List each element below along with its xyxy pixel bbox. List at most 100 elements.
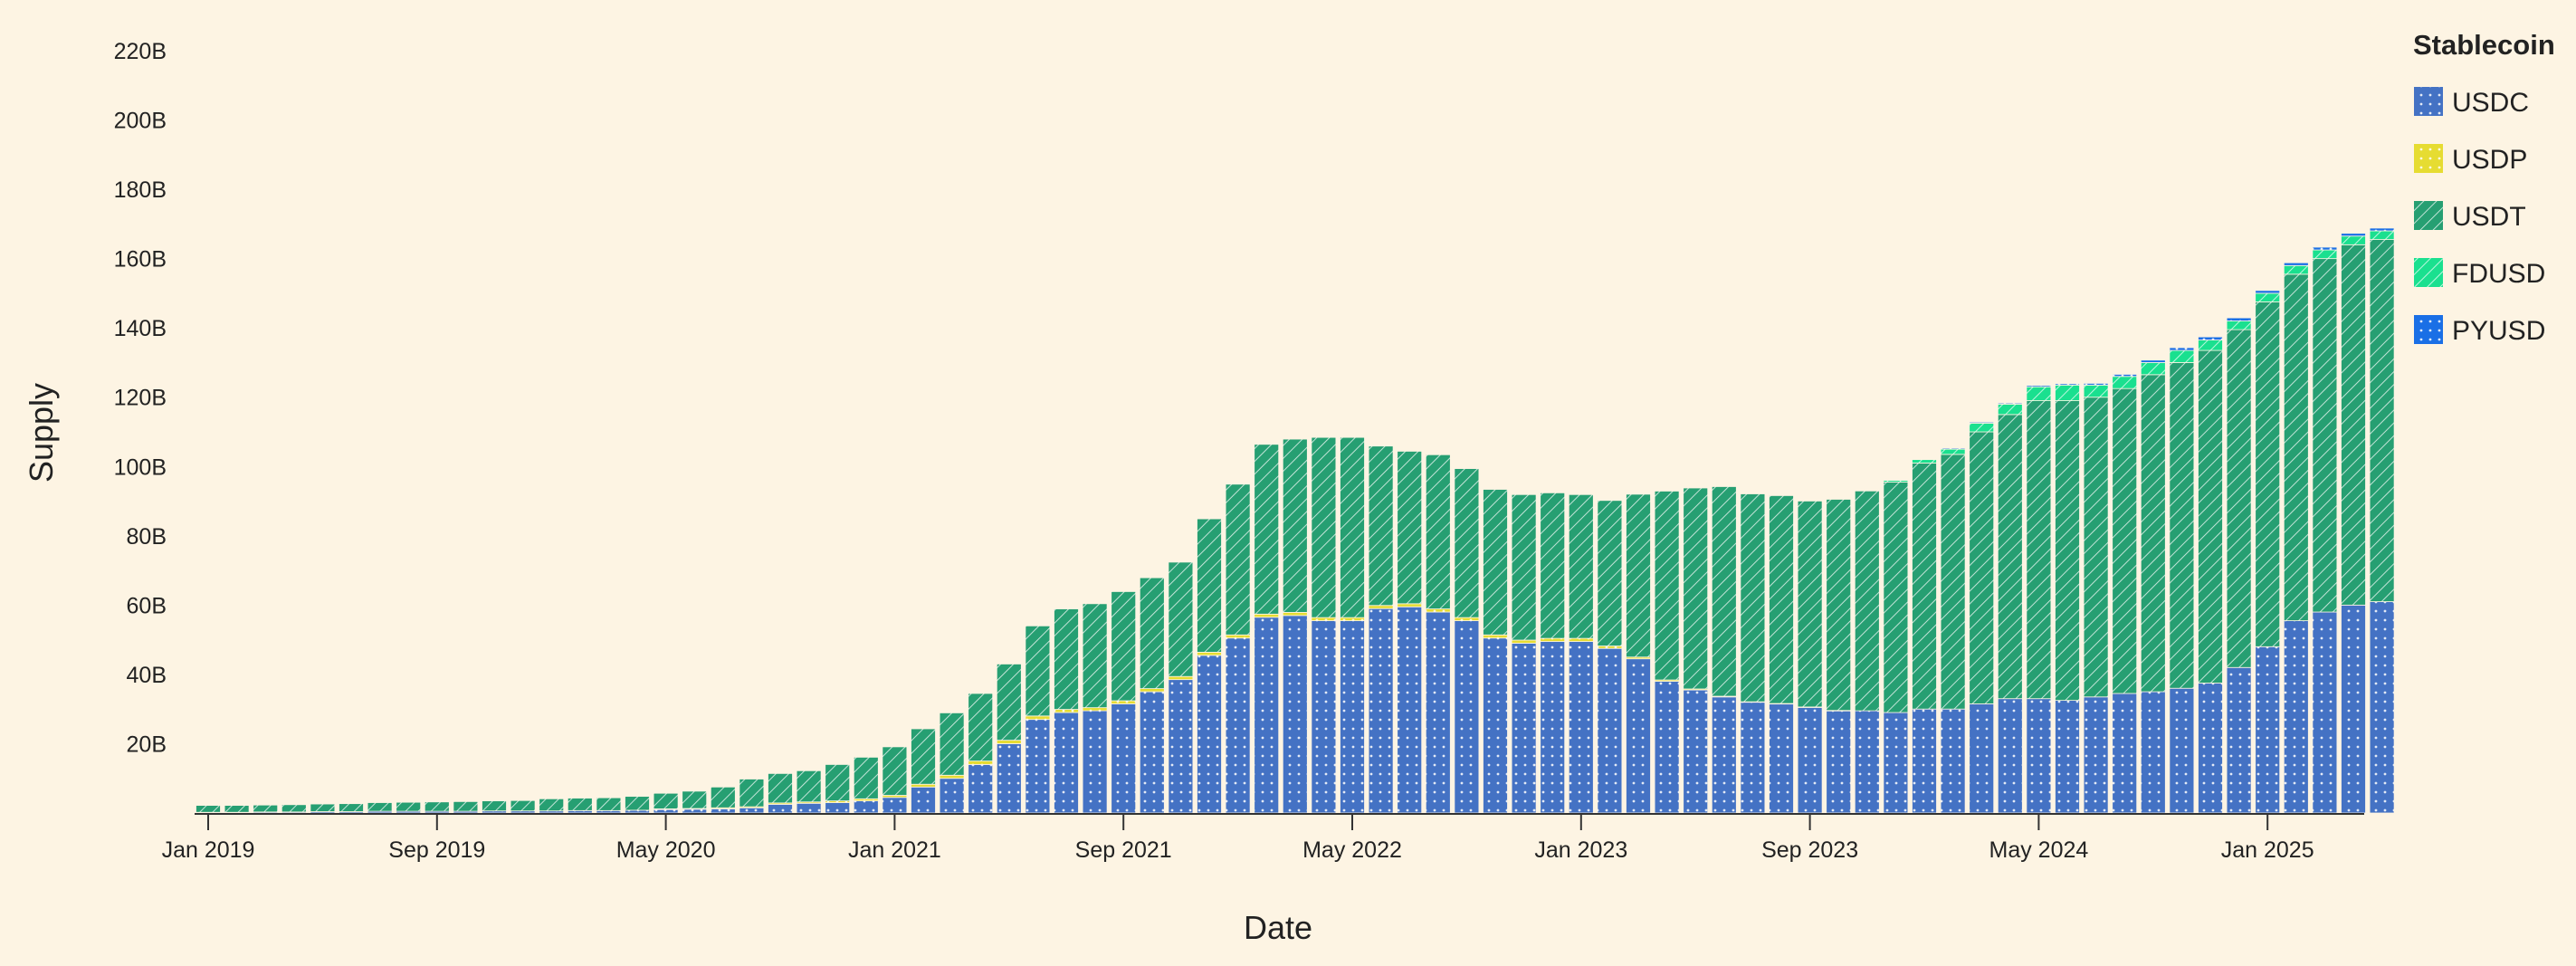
bar-segment-usdc bbox=[625, 809, 650, 814]
bar-stack bbox=[2283, 262, 2309, 814]
bar-segment-usdt bbox=[2055, 400, 2080, 702]
bar-segment-usdc bbox=[1511, 643, 1537, 814]
bar-stack bbox=[453, 800, 479, 814]
bar-segment-fdusd bbox=[2312, 249, 2338, 260]
bar-segment-usdc bbox=[1997, 698, 2023, 814]
bar-segment-usdp bbox=[968, 760, 994, 765]
bar-stack bbox=[2369, 227, 2395, 814]
bar-stack bbox=[1111, 591, 1137, 814]
legend-swatch bbox=[2414, 87, 2443, 116]
bar-segment-usdc bbox=[2198, 683, 2223, 814]
bar-segment-usdc bbox=[1168, 679, 1194, 814]
bar-segment-usdc bbox=[1454, 620, 1480, 814]
bar-segment-usdp bbox=[1082, 707, 1108, 712]
bar-segment-usdp bbox=[1540, 637, 1566, 642]
bar-segment-usdt bbox=[1826, 498, 1852, 712]
bar-segment-usdt bbox=[1254, 444, 1280, 615]
bar-segment-usdp bbox=[1197, 652, 1222, 656]
bar-stack bbox=[1197, 518, 1222, 814]
bar-segment-usdt bbox=[1597, 500, 1623, 646]
legend-label: FDUSD bbox=[2452, 259, 2545, 289]
x-axis-title: Date bbox=[1244, 909, 1312, 946]
bar-segment-usdc bbox=[1740, 702, 1766, 814]
bar-stack bbox=[310, 803, 336, 814]
bar-stack bbox=[1425, 454, 1451, 814]
bar-segment-fdusd bbox=[2083, 384, 2109, 398]
bar-segment-fdusd bbox=[1940, 448, 1966, 455]
bar-segment-pyusd bbox=[1912, 458, 1937, 461]
bar-stack bbox=[567, 798, 593, 814]
bar-segment-usdt bbox=[253, 804, 279, 813]
bar-stack bbox=[2140, 359, 2166, 814]
bar-stack bbox=[281, 804, 307, 814]
bar-segment-pyusd bbox=[1854, 490, 1880, 492]
bar-segment-usdp bbox=[1340, 617, 1365, 621]
bar-stack bbox=[2312, 246, 2338, 814]
bar-segment-usdt bbox=[2112, 387, 2138, 694]
bar-segment-usdc bbox=[2226, 666, 2252, 814]
bar-segment-pyusd bbox=[1797, 500, 1823, 502]
bar-segment-usdt bbox=[996, 664, 1022, 741]
bar-stack bbox=[1225, 483, 1251, 814]
y-tick-label: 80B bbox=[127, 524, 167, 550]
bar-segment-usdt bbox=[482, 800, 507, 812]
bar-segment-pyusd bbox=[2283, 262, 2309, 266]
bar-segment-usdt bbox=[1769, 495, 1794, 704]
bar-segment-usdc bbox=[653, 808, 679, 814]
bar-segment-usdt bbox=[1454, 468, 1480, 618]
bar-stack bbox=[768, 772, 793, 814]
bar-segment-usdt bbox=[853, 756, 879, 799]
bar-segment-pyusd bbox=[2055, 383, 2080, 386]
x-tick-label: Sep 2019 bbox=[388, 837, 485, 863]
bar-segment-usdc bbox=[1340, 620, 1365, 814]
bar-segment-usdt bbox=[1854, 490, 1880, 712]
bar-segment-usdp bbox=[1111, 700, 1137, 704]
bar-stack bbox=[1082, 603, 1108, 814]
bar-stack bbox=[482, 800, 507, 814]
bar-segment-usdc bbox=[710, 808, 736, 814]
bar-stack bbox=[2055, 383, 2080, 814]
bar-stack bbox=[1969, 421, 1995, 814]
legend-item-usdt: USDT bbox=[2414, 201, 2526, 232]
bar-stack bbox=[1626, 493, 1651, 814]
bar-segment-pyusd bbox=[2341, 233, 2366, 237]
bar-segment-usdc bbox=[2255, 646, 2281, 814]
bar-segment-usdc bbox=[1111, 703, 1137, 814]
bar-stack bbox=[1454, 468, 1480, 814]
bar-segment-pyusd bbox=[1969, 421, 1995, 424]
bar-segment-usdp bbox=[1397, 603, 1423, 607]
bar-segment-usdt bbox=[1883, 482, 1909, 713]
bar-stack bbox=[2112, 374, 2138, 814]
bar-segment-usdt bbox=[1397, 451, 1423, 605]
bar-segment-usdc bbox=[596, 809, 622, 814]
bar-segment-usdc bbox=[1797, 706, 1823, 814]
bar-stack bbox=[682, 790, 708, 814]
bar-segment-usdt bbox=[1683, 487, 1709, 690]
bar-stack bbox=[653, 792, 679, 814]
bar-segment-fdusd bbox=[2169, 349, 2195, 363]
bar-segment-usdt bbox=[2369, 239, 2395, 602]
y-tick-label: 180B bbox=[114, 177, 167, 203]
bar-segment-usdt bbox=[1912, 463, 1937, 710]
bar-segment-usdt bbox=[939, 712, 965, 776]
bar-segment-pyusd bbox=[2226, 317, 2252, 321]
y-tick-label: 40B bbox=[127, 663, 167, 688]
y-axis-title: Supply bbox=[23, 383, 60, 483]
bar-segment-usdt bbox=[1111, 591, 1137, 702]
bar-segment-usdt bbox=[1025, 625, 1051, 717]
bar-stack bbox=[1854, 490, 1880, 814]
bar-segment-usdt bbox=[968, 693, 994, 761]
bar-segment-fdusd bbox=[2369, 230, 2395, 240]
x-tick-label: May 2024 bbox=[1989, 837, 2089, 863]
bar-stack bbox=[2341, 233, 2366, 814]
bar-stack bbox=[825, 764, 851, 814]
bar-segment-fdusd bbox=[2198, 340, 2223, 351]
bar-stack bbox=[1912, 458, 1937, 814]
bar-segment-usdt bbox=[625, 796, 650, 811]
bar-segment-usdt bbox=[1626, 493, 1651, 658]
bar-segment-usdt bbox=[596, 797, 622, 811]
legend-label: USDT bbox=[2452, 202, 2526, 232]
bar-segment-usdp bbox=[1054, 709, 1079, 713]
bar-stack bbox=[339, 803, 364, 814]
bar-segment-usdt bbox=[739, 779, 765, 808]
